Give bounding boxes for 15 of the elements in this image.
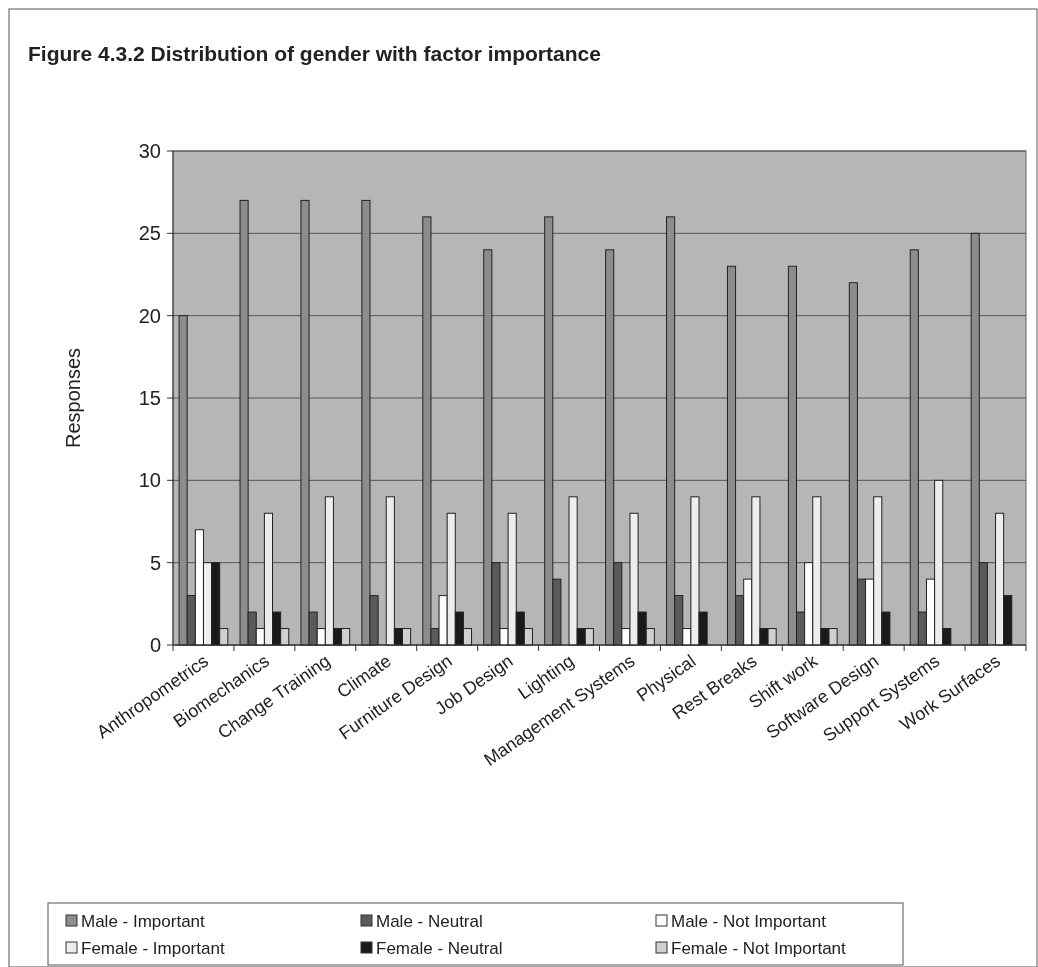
legend-label: Male - Important — [81, 911, 206, 931]
legend-label: Male - Neutral — [376, 911, 483, 931]
y-axis-title: Responses — [62, 347, 84, 449]
y-tick-label: 0 — [149, 634, 161, 656]
y-tick-label: 5 — [149, 551, 161, 574]
legend-label: Female - Neutral — [376, 938, 503, 958]
y-tick-label: 20 — [138, 304, 161, 327]
legend-label: Female - Important — [81, 938, 225, 958]
y-tick-label: 15 — [138, 387, 161, 409]
y-tick-label: 30 — [138, 140, 161, 162]
y-tick-label: 25 — [138, 222, 161, 245]
legend-label: Female - Not Important — [671, 938, 847, 958]
chart-title: Figure 4.3.2 Distribution of gender with factor importance — [28, 42, 601, 65]
y-tick-label: 10 — [138, 469, 161, 492]
legend-label: Male - Not Important — [671, 911, 827, 931]
